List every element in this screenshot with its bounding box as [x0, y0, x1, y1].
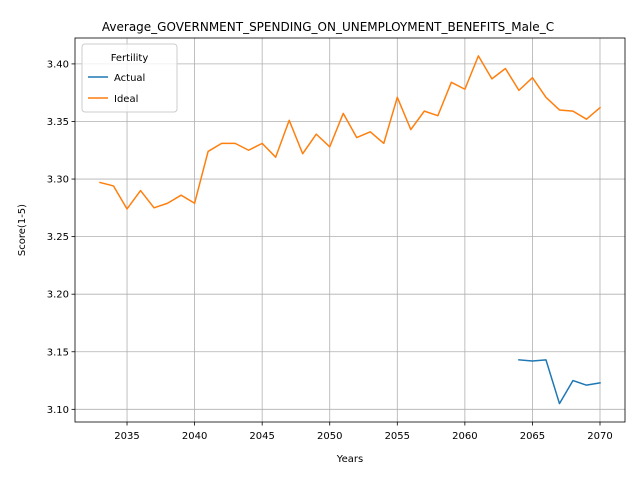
x-tick-label: 2035: [114, 431, 139, 442]
x-tick-label: 2055: [385, 431, 410, 442]
chart-title: Average_GOVERNMENT_SPENDING_ON_UNEMPLOYM…: [102, 20, 554, 34]
y-tick-label: 3.25: [47, 232, 69, 243]
x-tick-label: 2045: [249, 431, 274, 442]
legend-label-actual: Actual: [114, 73, 145, 84]
x-tick-label: 2060: [452, 431, 477, 442]
y-tick-label: 3.40: [47, 59, 69, 70]
y-tick-label: 3.20: [47, 290, 69, 301]
legend-label-ideal: Ideal: [114, 94, 138, 105]
x-tick-label: 2040: [182, 431, 207, 442]
y-axis-title: Score(1-5): [17, 204, 28, 256]
x-tick-label: 2070: [587, 431, 612, 442]
series-line-actual: [518, 359, 601, 405]
series-lines: [99, 55, 602, 405]
x-tick-label: 2050: [317, 431, 342, 442]
y-tick-label: 3.10: [47, 405, 69, 416]
y-tick-label: 3.15: [47, 347, 69, 358]
x-axis-title: Years: [336, 454, 363, 465]
grid-lines: [75, 38, 625, 422]
y-tick-label: 3.30: [47, 175, 69, 186]
y-tick-label: 3.35: [47, 117, 69, 128]
legend-title: Fertility: [111, 53, 149, 64]
axis-ticks: 2035 2040 2045 2050 2055 2060 2065 2070 3.10 3.15…: [47, 59, 613, 442]
legend-box: [81, 43, 178, 113]
plot-frame: [74, 37, 626, 423]
legend: Fertility Actual Ideal: [81, 43, 178, 113]
x-tick-label: 2065: [520, 431, 545, 442]
series-line-ideal: [99, 55, 602, 210]
